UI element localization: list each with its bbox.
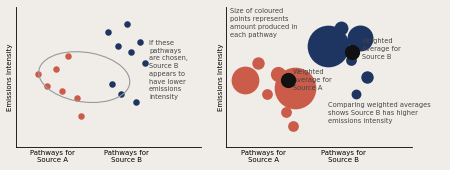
Point <box>274 73 282 76</box>
Point <box>114 45 121 48</box>
Point <box>136 41 144 43</box>
Point <box>241 79 248 81</box>
Point <box>347 59 354 62</box>
Text: Weighted
Average for
Source B: Weighted Average for Source B <box>362 38 400 60</box>
Point <box>64 55 71 57</box>
Point <box>105 31 112 33</box>
Point <box>364 76 371 79</box>
Point <box>352 93 360 95</box>
Point <box>254 62 261 64</box>
Point <box>284 79 291 81</box>
Point <box>291 87 298 90</box>
Point <box>108 83 116 86</box>
Point <box>264 93 271 95</box>
Point <box>289 125 297 128</box>
Point <box>349 50 356 53</box>
Point <box>118 93 125 95</box>
Point <box>53 67 60 70</box>
Point <box>44 84 51 87</box>
Point <box>356 36 363 39</box>
Point <box>58 90 66 92</box>
Point <box>123 22 130 25</box>
Point <box>127 50 134 53</box>
Point <box>338 27 345 29</box>
Point <box>282 111 289 114</box>
Point <box>133 101 140 104</box>
Point <box>142 62 149 64</box>
Point <box>77 115 84 118</box>
Point <box>73 97 81 99</box>
Y-axis label: Emissions Intensity: Emissions Intensity <box>7 43 13 111</box>
Text: Weighted
Average for
Source A: Weighted Average for Source A <box>293 69 332 91</box>
Y-axis label: Emissions Intensity: Emissions Intensity <box>218 43 224 111</box>
Text: Comparing weighted averages
shows Source B has higher
emissions intensity: Comparing weighted averages shows Source… <box>328 102 431 124</box>
Point <box>34 73 41 76</box>
Text: If these
pathways
are chosen,
Source B
appears to
have lower
emissions
intensity: If these pathways are chosen, Source B a… <box>149 40 188 100</box>
Text: Size of coloured
points represents
amount produced in
each pathway: Size of coloured points represents amoun… <box>230 8 297 38</box>
Point <box>325 45 332 48</box>
